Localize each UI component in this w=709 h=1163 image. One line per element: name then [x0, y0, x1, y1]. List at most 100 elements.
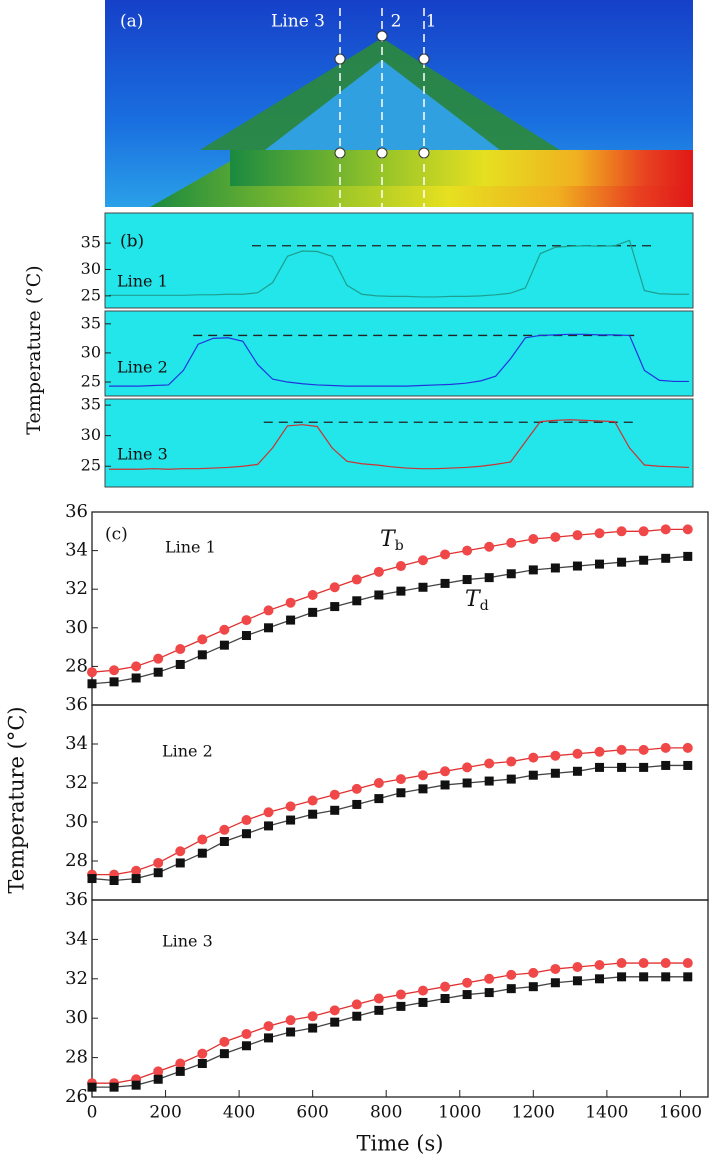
y-tick-label: 35 — [81, 313, 101, 332]
marker — [219, 624, 230, 635]
marker — [153, 1066, 164, 1077]
marker — [153, 1074, 163, 1084]
marker — [219, 824, 230, 835]
x-tick-label: 600 — [296, 1103, 328, 1123]
y-tick-label: 28 — [65, 655, 88, 676]
marker — [109, 1082, 119, 1092]
marker — [418, 784, 428, 794]
annotation: Line 2 — [162, 742, 213, 761]
panel-label: (a) — [120, 12, 143, 32]
plot-background — [104, 310, 694, 397]
marker — [572, 976, 582, 986]
marker — [241, 815, 252, 826]
y-tick-label: 28 — [65, 1047, 88, 1068]
marker — [374, 590, 384, 600]
marker — [373, 778, 384, 788]
y-tick-label: 32 — [65, 578, 88, 599]
marker — [572, 748, 583, 759]
marker — [683, 972, 693, 982]
y-axis-label: Temperature (°C) — [5, 706, 29, 893]
marker — [638, 958, 649, 969]
y-tick-label: 30 — [81, 259, 101, 278]
marker — [639, 972, 649, 982]
marker — [263, 605, 274, 616]
plot-background — [104, 212, 694, 309]
marker — [617, 972, 627, 982]
y-tick-label: 36 — [65, 501, 88, 522]
line-label: Line 3 — [271, 12, 325, 32]
trace — [109, 239, 689, 298]
annotation: Line 1 — [165, 538, 216, 557]
annotation: Line 1 — [117, 272, 168, 291]
marker — [197, 1059, 207, 1069]
marker — [308, 1023, 318, 1033]
marker — [639, 555, 649, 565]
marker — [87, 874, 97, 884]
y-tick-label: 36 — [65, 694, 88, 715]
marker — [550, 963, 561, 974]
marker — [506, 569, 516, 579]
x-tick-label: 200 — [149, 1103, 181, 1123]
series-line — [92, 962, 688, 1084]
marker — [484, 541, 495, 552]
marker — [682, 524, 693, 535]
marker — [440, 549, 451, 560]
marker — [396, 788, 406, 798]
marker — [286, 1027, 296, 1037]
marker — [396, 586, 406, 596]
marker — [417, 555, 428, 566]
panel-label: (c) — [105, 525, 128, 545]
marker — [660, 524, 671, 535]
line-label: 1 — [426, 12, 437, 32]
y-tick-label: 30 — [81, 342, 101, 361]
marker — [263, 807, 274, 818]
marker — [330, 805, 340, 815]
marker — [594, 960, 605, 971]
marker — [308, 607, 318, 617]
x-tick-label: 1600 — [659, 1103, 702, 1123]
y-tick-label: 34 — [65, 540, 88, 561]
marker — [616, 744, 627, 755]
y-tick-label: 30 — [81, 425, 101, 444]
y-tick-label: 34 — [65, 928, 88, 949]
marker — [131, 874, 141, 884]
marker — [418, 582, 428, 592]
marker — [264, 821, 274, 831]
marker — [241, 1041, 251, 1051]
marker — [219, 1036, 230, 1047]
marker — [638, 744, 649, 755]
plot-frame — [91, 899, 709, 1098]
marker — [550, 768, 560, 778]
marker — [131, 673, 141, 683]
panel-label: (b) — [120, 232, 144, 252]
marker — [109, 876, 119, 885]
marker — [462, 575, 472, 585]
thermal-image: (a) Line 3 2 1 — [105, 0, 693, 207]
marker — [639, 762, 649, 772]
marker — [683, 551, 693, 561]
marker — [286, 815, 296, 825]
marker — [550, 750, 561, 761]
marker — [462, 762, 473, 773]
marker — [351, 999, 362, 1010]
marker — [175, 846, 186, 857]
marker — [373, 566, 384, 577]
marker — [484, 776, 494, 786]
marker — [395, 561, 406, 572]
marker — [661, 972, 671, 982]
marker — [175, 659, 185, 669]
x-tick-label: 1400 — [585, 1103, 628, 1123]
marker — [528, 752, 539, 763]
marker — [506, 774, 516, 784]
marker — [285, 1015, 296, 1026]
marker — [285, 801, 296, 812]
marker — [109, 677, 119, 687]
marker — [264, 623, 274, 633]
series-label-main: T — [465, 587, 482, 612]
x-tick-label: 1000 — [438, 1103, 481, 1123]
series-label-main: T — [380, 527, 397, 552]
marker — [484, 758, 495, 769]
plot-background — [104, 398, 694, 488]
marker — [462, 977, 473, 988]
marker — [462, 990, 472, 1000]
